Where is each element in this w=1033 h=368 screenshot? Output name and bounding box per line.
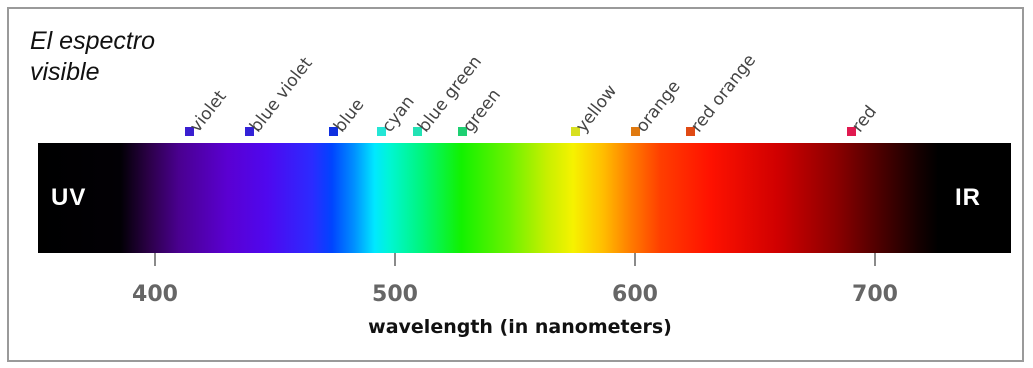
marker-blue [328, 127, 338, 136]
marker-blue-violet [244, 127, 254, 136]
marker-red-orange [686, 127, 696, 136]
tick-label-700: 700 [852, 282, 898, 307]
marker-blue-green [412, 127, 422, 136]
axis-tick-700 [874, 253, 876, 266]
tick-label-400: 400 [132, 282, 178, 307]
uv-label: UV [51, 184, 87, 211]
ir-label: IR [955, 184, 981, 211]
marker-violet [184, 127, 194, 136]
marker-cyan [376, 127, 386, 136]
figure-border [7, 7, 1024, 362]
tick-label-600: 600 [612, 282, 658, 307]
marker-red [847, 127, 856, 136]
tick-label-500: 500 [372, 282, 418, 307]
axis-tick-600 [634, 253, 636, 266]
marker-orange [631, 127, 640, 136]
axis-tick-500 [394, 253, 396, 266]
figure-title: El espectro visible [30, 26, 230, 88]
axis-tick-400 [154, 253, 156, 266]
x-axis-label: wavelength (in nanometers) [368, 316, 672, 338]
title-line-2: visible [30, 58, 100, 86]
marker-green [458, 127, 468, 136]
title-line-1: El espectro [30, 27, 156, 55]
marker-yellow [571, 127, 580, 136]
spectrum-bar [38, 143, 1011, 253]
